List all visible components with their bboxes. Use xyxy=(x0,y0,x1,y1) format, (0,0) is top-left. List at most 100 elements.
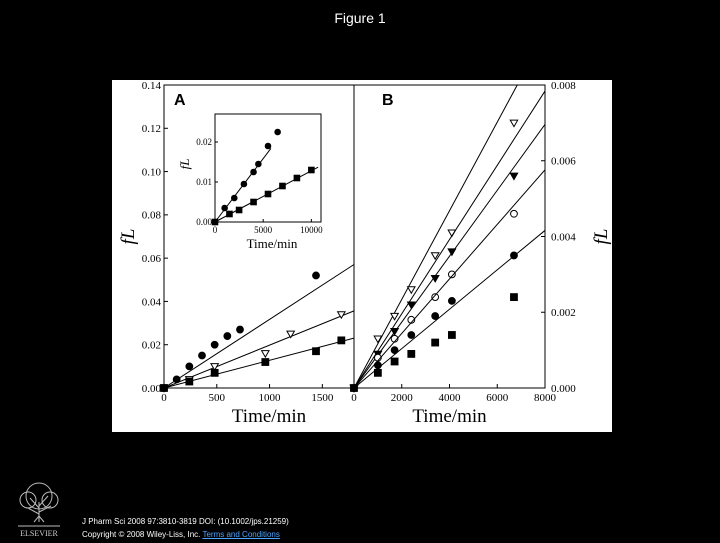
data-point xyxy=(240,180,248,188)
y-tick-label: 0.08 xyxy=(142,210,162,222)
x-tick-label: 0 xyxy=(213,225,218,235)
data-point xyxy=(250,168,257,176)
data-point xyxy=(264,142,272,150)
data-point xyxy=(373,361,382,370)
fit-line xyxy=(353,169,546,389)
data-point xyxy=(407,331,416,339)
citation-text: J Pharm Sci 2008 97:3810-3819 DOI: (10.1… xyxy=(82,517,289,526)
figure-title: Figure 1 xyxy=(334,10,386,26)
data-point xyxy=(160,384,168,392)
data-point xyxy=(286,330,296,339)
elsevier-logo: ELSEVIER xyxy=(4,478,74,538)
y-tick-label: 0.02 xyxy=(142,340,161,352)
data-point xyxy=(250,198,257,206)
data-point xyxy=(221,204,228,212)
terms-link[interactable]: Terms and Conditions xyxy=(202,530,280,539)
data-point xyxy=(210,368,219,377)
x-axis-label: Time/min xyxy=(247,236,298,251)
chart-panel-b: 0.000 0.002 0.004 0.006 0.008 0 2000 4000 6000 80… xyxy=(349,80,612,427)
data-point xyxy=(389,312,400,321)
data-point xyxy=(509,119,519,128)
data-point xyxy=(308,166,315,174)
data-point xyxy=(431,312,440,320)
data-point xyxy=(447,270,456,279)
data-point xyxy=(390,357,399,366)
data-point xyxy=(430,252,440,261)
y-tick-label: 0.06 xyxy=(142,253,162,265)
y-tick-label: 0.006 xyxy=(551,156,576,168)
tree-logo-icon: ELSEVIER xyxy=(4,478,74,538)
citation-block: J Pharm Sci 2008 97:3810-3819 DOI: (10.1… xyxy=(82,515,289,541)
y-tick-label: 0.000 xyxy=(551,383,576,395)
data-point xyxy=(509,172,519,181)
data-point xyxy=(447,331,456,339)
x-tick-label: 1500 xyxy=(311,392,334,404)
data-point xyxy=(293,174,301,182)
y-tick-label: 0.002 xyxy=(551,307,576,319)
chart-canvas: 0.00 0.02 0.04 0.06 0.08 0.10 0.12 0.14 0 500 1000… xyxy=(118,80,612,427)
y-tick-label: 0.00 xyxy=(196,217,212,227)
panel-label-b: B xyxy=(382,92,394,109)
data-point xyxy=(274,128,281,136)
y-tick-label: 0.02 xyxy=(196,137,212,147)
panel-label-a: A xyxy=(174,92,186,109)
data-point xyxy=(373,368,382,377)
x-tick-label: 6000 xyxy=(486,392,509,404)
y-tick-label: 0.10 xyxy=(142,166,162,178)
data-point xyxy=(510,293,518,301)
data-point xyxy=(447,296,456,305)
x-tick-label: 1000 xyxy=(259,392,282,404)
y-axis-label: fL xyxy=(118,229,139,245)
data-point xyxy=(223,332,232,340)
data-point xyxy=(185,377,194,386)
x-tick-label: 5000 xyxy=(254,225,273,235)
x-tick-label: 4000 xyxy=(439,392,462,404)
data-point xyxy=(431,338,440,347)
data-point xyxy=(211,218,219,226)
x-tick-label: 10000 xyxy=(300,225,323,235)
data-point xyxy=(255,160,262,168)
data-point xyxy=(336,311,346,320)
figure-image: 0.00 0.02 0.04 0.06 0.08 0.10 0.12 0.14 0 500 1000… xyxy=(112,80,612,432)
data-point xyxy=(264,190,272,198)
data-series xyxy=(160,336,355,392)
copyright-text: Copyright © 2008 Wiley-Liss, Inc. xyxy=(82,530,201,539)
x-tick-label: 0 xyxy=(161,392,167,404)
fit-line xyxy=(163,264,355,389)
data-series xyxy=(349,84,519,393)
data-point xyxy=(406,301,416,310)
x-axis-label: Time/min xyxy=(412,406,487,427)
fit-line xyxy=(353,230,546,389)
x-tick-label: 0 xyxy=(351,392,357,404)
y-tick-label: 0.004 xyxy=(551,231,576,243)
data-point xyxy=(226,210,233,218)
data-series xyxy=(350,230,546,392)
plot-frame xyxy=(353,84,546,389)
fit-line xyxy=(163,310,355,389)
data-series xyxy=(211,166,319,226)
data-point xyxy=(279,182,286,190)
data-point xyxy=(406,286,416,295)
data-point xyxy=(510,209,518,218)
plot-frame xyxy=(214,113,322,223)
fit-line xyxy=(353,124,546,389)
data-point xyxy=(373,335,383,344)
fit-line xyxy=(353,90,546,389)
data-point xyxy=(185,362,194,371)
data-point xyxy=(312,347,320,356)
y-tick-label: 0.04 xyxy=(142,296,162,308)
fit-line xyxy=(163,337,355,389)
x-tick-label: 8000 xyxy=(534,392,557,404)
x-tick-label: 500 xyxy=(209,392,226,404)
data-point xyxy=(350,384,358,392)
data-point xyxy=(407,350,416,358)
copyright-line: Copyright © 2008 Wiley-Liss, Inc. Terms … xyxy=(82,528,289,541)
y-tick-label: 0.01 xyxy=(196,177,212,187)
data-point xyxy=(230,194,238,202)
data-point xyxy=(260,350,270,359)
data-point xyxy=(312,271,320,280)
data-point xyxy=(431,293,440,302)
y-axis-label: fL xyxy=(591,229,612,245)
data-point xyxy=(198,351,206,360)
